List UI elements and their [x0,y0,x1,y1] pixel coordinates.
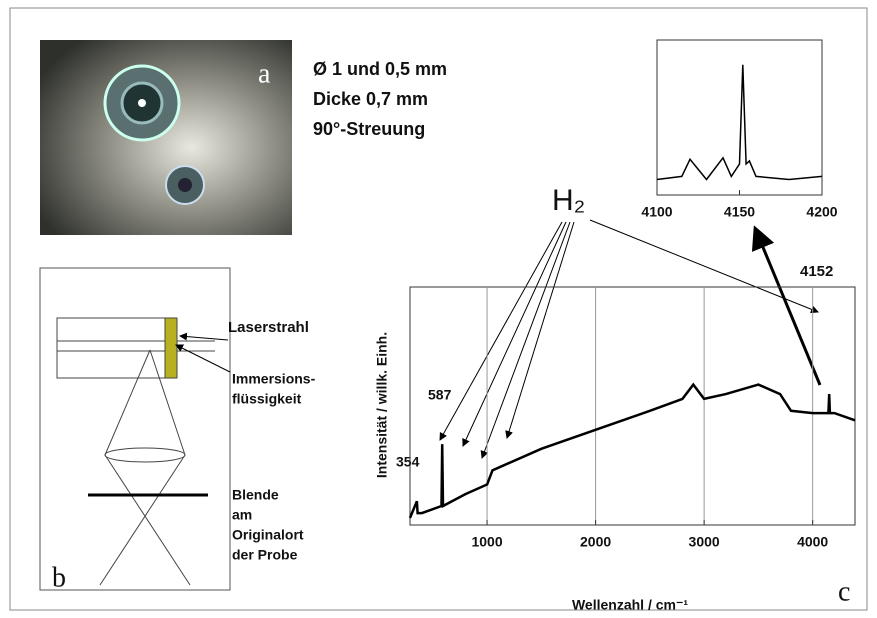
peak-label: 587 [428,387,452,403]
laser-label: Laserstrahl [228,319,309,336]
x-tick-label: 4200 [806,204,837,220]
photo [40,40,292,235]
panel-b-frame [39,267,231,591]
spec-line: Ø 1 und 0,5 mm [313,59,447,79]
aperture-label: der Probe [232,547,298,563]
plot-frame [409,286,856,526]
panel-label: b [52,562,66,593]
molecule-label: H₂ [552,184,585,217]
spec-line: Dicke 0,7 mm [313,89,428,109]
frame [9,7,868,611]
panel-label: c [838,576,850,607]
x-tick-label: 4150 [724,204,755,220]
x-tick-label: 3000 [689,534,720,550]
immersion-label: Immersions- [232,371,316,387]
hole-center [138,99,146,107]
panel-label: a [258,58,271,89]
hole-small-inner [178,178,192,192]
spectrum [408,382,856,519]
peak-label: 354 [396,454,420,470]
aperture-label: am [232,507,252,523]
peak-label: 4152 [800,263,833,280]
aperture-label: Originalort [232,527,304,543]
x-tick-label: 2000 [580,534,611,550]
spec-line: 90°-Streuung [313,119,425,139]
arrows [439,219,822,459]
y-axis-label: Intensität / willk. Einh. [374,332,390,478]
x-tick-label: 1000 [471,534,502,550]
immersion-label: flüssigkeit [232,391,302,407]
x-tick-label: 4100 [641,204,672,220]
x-axis-label: Wellenzahl / cm⁻¹ [572,597,688,613]
aperture-label: Blende [232,487,279,503]
x-tick-label: 4000 [797,534,828,550]
spectrum [656,64,823,181]
plot-frame [656,39,823,196]
setup-drawing [56,317,231,586]
